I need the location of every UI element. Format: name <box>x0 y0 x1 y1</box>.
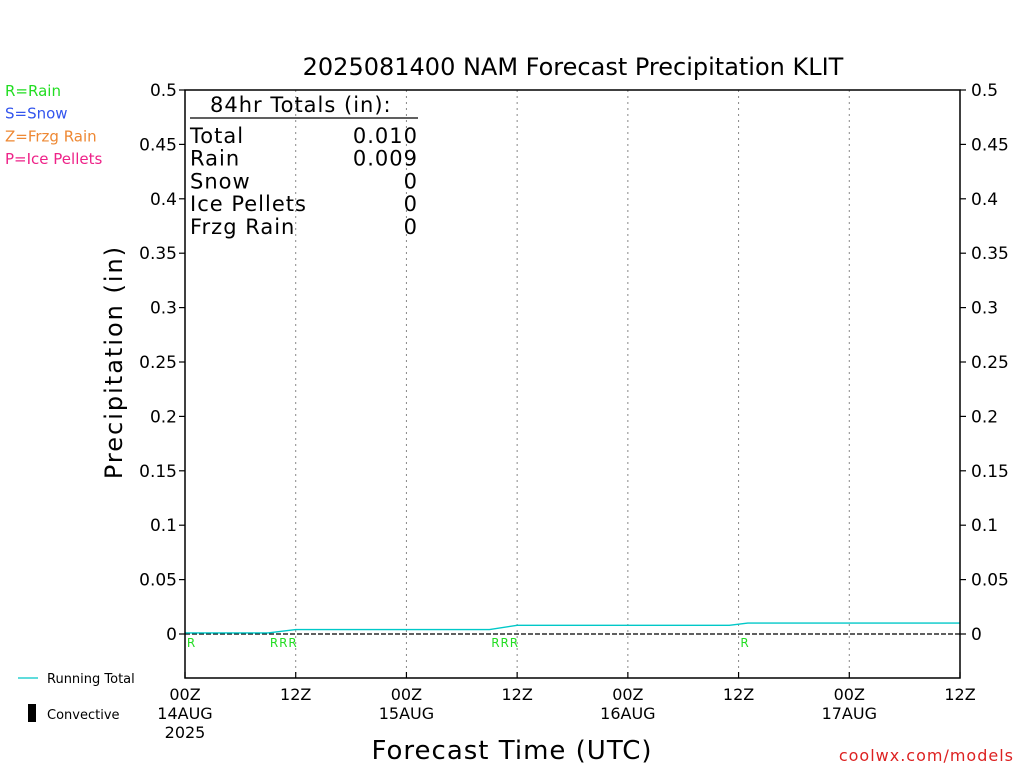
x-tick-label: 12Z <box>280 685 311 704</box>
running-total-label: Running Total <box>47 672 135 687</box>
totals-row-label: Total <box>189 124 244 148</box>
y-tick-label-right: 0.45 <box>971 135 1009 155</box>
totals-row-value: 0 <box>404 192 418 216</box>
grid-lines <box>295 90 850 678</box>
ptype-marker: R <box>510 636 518 650</box>
x-tick-label: 16AUG <box>600 704 655 723</box>
y-tick-label-right: 0 <box>971 625 982 645</box>
y-tick-label: 0.15 <box>139 462 177 482</box>
totals-row-label: Rain <box>190 147 240 171</box>
ptype-marker: R <box>288 636 296 650</box>
y-tick-label-right: 0.35 <box>971 244 1009 264</box>
y-tick-label-right: 0.1 <box>971 516 998 536</box>
x-tick-label: 17AUG <box>822 704 877 723</box>
y-tick-label: 0.45 <box>139 135 177 155</box>
chart-title: 2025081400 NAM Forecast Precipitation KL… <box>303 53 844 81</box>
y-tick-label: 0.3 <box>150 299 177 319</box>
x-tick-label: 12Z <box>944 685 975 704</box>
y-tick-label: 0.1 <box>150 516 177 536</box>
ptype-legend-item: R=Rain <box>5 82 61 100</box>
ptype-legend-item: P=Ice Pellets <box>5 150 102 168</box>
x-tick-label: 2025 <box>165 723 206 742</box>
bottom-legend: Running Total Convective <box>18 672 135 723</box>
totals-header: 84hr Totals (in): <box>210 93 392 117</box>
totals-row-value: 0 <box>404 169 418 193</box>
ptype-marker: R <box>501 636 509 650</box>
x-axis-label: Forecast Time (UTC) <box>371 736 652 766</box>
y-tick-label: 0.35 <box>139 244 177 264</box>
y-tick-label: 0 <box>166 625 177 645</box>
plot-frame <box>184 89 961 679</box>
x-tick-label: 00Z <box>391 685 422 704</box>
x-tick-label: 14AUG <box>157 704 212 723</box>
totals-box: 84hr Totals (in): Total 0.010 Rain 0.009 Sno… <box>189 93 418 239</box>
running-total-line <box>185 622 960 634</box>
x-tick-label: 00Z <box>834 685 865 704</box>
ptype-legend: R=Rain S=Snow Z=Frzg Rain P=Ice Pellets <box>5 82 102 168</box>
y-axis-left: 0 0.05 0.1 0.15 0.2 0.25 0.3 0.35 0.4 0.45 0.5 <box>139 81 185 645</box>
y-tick-label-right: 0.2 <box>971 407 998 427</box>
y-axis-label: Precipitation (in) <box>100 245 128 479</box>
y-tick-label-right: 0.4 <box>971 190 998 210</box>
convective-label: Convective <box>47 708 120 723</box>
totals-row-value: 0.009 <box>353 147 418 171</box>
y-tick-label: 0.4 <box>150 190 177 210</box>
y-axis-right: 0 0.05 0.1 0.15 0.2 0.25 0.3 0.35 0.4 0.45 0.5 <box>960 81 1009 645</box>
ptype-marker: R <box>740 636 748 650</box>
credit-text: coolwx.com/models <box>839 746 1014 765</box>
x-tick-label: 15AUG <box>379 704 434 723</box>
x-tick-label: 00Z <box>612 685 643 704</box>
ptype-marker: R <box>270 636 278 650</box>
x-tick-label: 12Z <box>723 685 754 704</box>
y-tick-label-right: 0.15 <box>971 462 1009 482</box>
totals-row-label: Ice Pellets <box>190 192 307 216</box>
totals-row-label: Frzg Rain <box>190 215 295 239</box>
y-tick-label: 0.2 <box>150 407 177 427</box>
y-tick-label-right: 0.25 <box>971 353 1009 373</box>
ptype-marker: R <box>187 636 195 650</box>
x-tick-label: 00Z <box>169 685 200 704</box>
y-tick-label-right: 0.3 <box>971 299 998 319</box>
ptype-marker: R <box>279 636 287 650</box>
x-tick-label: 12Z <box>501 685 532 704</box>
y-tick-label-right: 0.5 <box>971 81 998 101</box>
y-tick-label-right: 0.05 <box>971 571 1009 591</box>
series-layer <box>185 622 960 634</box>
y-tick-label: 0.05 <box>139 571 177 591</box>
ptype-legend-item: Z=Frzg Rain <box>5 127 97 145</box>
totals-row-value: 0.010 <box>353 124 418 148</box>
convective-swatch <box>28 704 36 722</box>
y-tick-label: 0.25 <box>139 353 177 373</box>
totals-row-value: 0 <box>404 215 418 239</box>
totals-row-label: Snow <box>190 169 251 193</box>
y-tick-label: 0.5 <box>150 81 177 101</box>
ptype-legend-item: S=Snow <box>5 105 68 123</box>
ptype-marker: R <box>491 636 499 650</box>
